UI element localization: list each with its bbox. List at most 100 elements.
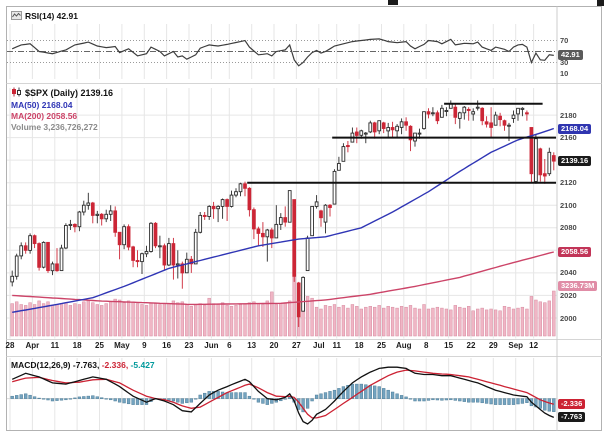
candle xyxy=(542,173,547,177)
candle xyxy=(265,229,270,238)
candle xyxy=(64,225,68,249)
candle xyxy=(59,247,64,272)
candle xyxy=(319,210,323,219)
candle xyxy=(440,107,444,118)
candle xyxy=(229,194,234,207)
candle xyxy=(23,245,28,251)
candle xyxy=(207,205,212,217)
candle xyxy=(520,107,525,110)
candle xyxy=(359,130,364,136)
candle xyxy=(238,183,243,193)
candle xyxy=(363,132,368,135)
moving-averages xyxy=(12,127,555,313)
ma50-line xyxy=(12,127,555,313)
candle xyxy=(498,115,502,121)
rsi-line xyxy=(11,38,554,67)
candle xyxy=(435,112,440,122)
candle xyxy=(444,110,449,112)
candle xyxy=(32,235,37,245)
candle xyxy=(131,246,135,261)
candle xyxy=(274,223,279,239)
candle xyxy=(73,223,77,228)
candle xyxy=(547,151,552,175)
candle xyxy=(278,217,283,225)
candle xyxy=(426,111,431,115)
candle xyxy=(538,148,543,176)
candle xyxy=(86,202,91,206)
candle xyxy=(140,253,144,263)
candle xyxy=(81,204,86,213)
volume-legend: Volume 3,236,726,272 xyxy=(11,122,98,132)
candle xyxy=(193,231,198,265)
screenshot-artifact xyxy=(597,0,604,6)
candle xyxy=(234,191,238,196)
trendlines xyxy=(247,102,556,184)
candle xyxy=(525,112,529,115)
candle xyxy=(457,112,462,119)
candle xyxy=(341,146,346,162)
ma50-legend: MA(50) 2168.04 xyxy=(11,100,73,110)
candle xyxy=(113,210,118,233)
frame-lines xyxy=(6,6,602,431)
candle xyxy=(507,124,511,127)
symbol-legend-block: $SPX (Daily) 2139.16 MA(50) 2168.04 MA(2… xyxy=(11,87,113,133)
candle xyxy=(184,258,189,274)
macd-line xyxy=(11,366,555,425)
candle xyxy=(395,125,399,132)
candle xyxy=(372,122,377,133)
rsi-indicator-icon xyxy=(11,11,22,22)
candle xyxy=(171,243,176,266)
candle xyxy=(534,138,538,182)
candle xyxy=(511,114,516,119)
candle xyxy=(104,213,109,220)
candle xyxy=(431,112,435,115)
candle xyxy=(216,205,220,210)
candle xyxy=(386,127,391,132)
volume-bars xyxy=(10,273,556,337)
candle xyxy=(417,132,422,135)
macd-legend: MACD(12,26,9) -7.763, -2.336, -5.427 xyxy=(11,360,155,370)
candle xyxy=(126,226,131,248)
candle xyxy=(390,127,395,131)
candle xyxy=(225,199,229,207)
candle xyxy=(37,243,41,268)
candle xyxy=(453,106,458,118)
candle xyxy=(408,125,413,141)
candle xyxy=(346,145,350,148)
candle xyxy=(381,122,386,129)
candle xyxy=(529,127,534,175)
rsi-panel xyxy=(7,38,557,67)
candle xyxy=(117,231,122,246)
candle xyxy=(14,255,19,277)
candle xyxy=(243,183,247,189)
candle xyxy=(135,260,140,263)
candle xyxy=(475,106,480,109)
candle xyxy=(180,263,185,274)
rsi-legend-value: 42.91 xyxy=(56,11,78,21)
candle xyxy=(323,204,328,223)
candle xyxy=(90,202,95,216)
candle xyxy=(202,214,207,217)
candles xyxy=(10,100,556,327)
candle xyxy=(144,251,149,255)
candle xyxy=(158,245,162,248)
candle xyxy=(462,106,467,114)
candle xyxy=(502,120,507,126)
candle xyxy=(95,213,100,216)
candle xyxy=(328,204,332,208)
candle xyxy=(256,228,261,234)
candle xyxy=(354,131,359,136)
candle xyxy=(314,201,319,207)
candle xyxy=(122,226,126,246)
candle xyxy=(149,222,153,252)
candle xyxy=(404,121,408,126)
rsi-legend-label: RSI(14) xyxy=(25,11,55,21)
candle xyxy=(310,205,314,237)
candle xyxy=(99,213,104,220)
ma200-legend: MA(200) 2058.56 xyxy=(11,111,78,121)
candle xyxy=(211,205,216,210)
candle xyxy=(261,232,265,238)
candlestick-icon xyxy=(11,87,22,100)
